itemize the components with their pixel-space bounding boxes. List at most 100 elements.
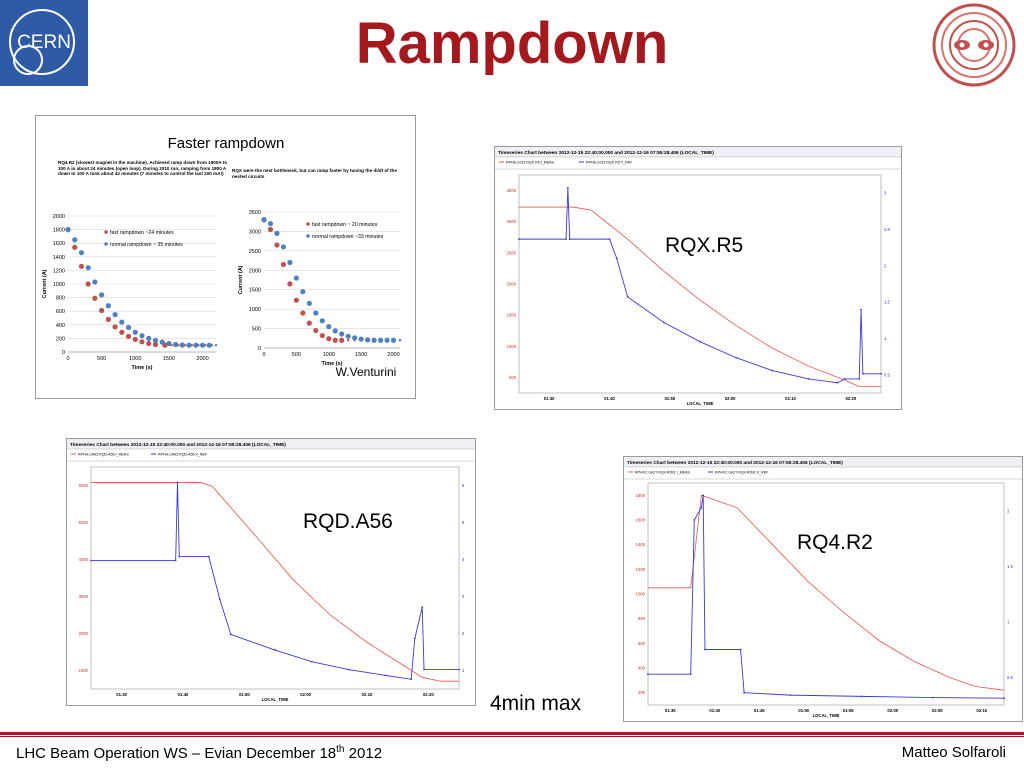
- ts1-ytick-right-3: 2: [884, 263, 887, 268]
- sub0-s0-point-12: [146, 340, 152, 347]
- ts2-ytick-right-2: 3: [462, 594, 465, 599]
- ts2-blue-point-3: [178, 555, 181, 558]
- ts2-blue-point-9: [347, 668, 350, 671]
- sub1-s1-point-2: [274, 230, 280, 236]
- ts1-header-bg: [495, 147, 901, 157]
- rqd-label: RQD.A56: [303, 510, 393, 533]
- sub0-s1-point-3: [85, 265, 91, 271]
- rq4-timeseries-chart: Timeseries Chart between 2012-12-15 22:4…: [624, 457, 1022, 718]
- sub1-s1-point-18: [377, 337, 384, 343]
- ts2-blue-point-13: [421, 606, 424, 609]
- ts1-xtick-4: 02:10: [785, 396, 796, 401]
- ts3-blue-point-4: [702, 494, 705, 497]
- ts2-blue-point-14: [423, 668, 425, 671]
- ts2-xlabel: LOCAL_TIME: [262, 697, 289, 702]
- ts1-blue-point-8: [699, 340, 701, 343]
- sub1-s1-point-12: [339, 331, 345, 337]
- ts2-blue-point-0: [90, 559, 92, 562]
- note-label: 4min max: [490, 692, 582, 715]
- sub0-s1-point-0: [65, 227, 71, 233]
- rqx-label: RQX.R5: [665, 234, 744, 257]
- ts3-xtick-4: 01:55: [843, 708, 854, 713]
- ts3-xtick-2: 01:45: [754, 708, 765, 713]
- sub1-s1-point-14: [352, 335, 358, 341]
- ts1-blue-point-3: [568, 238, 571, 241]
- ts3-blue-trace: [648, 495, 1005, 699]
- ts3-ytick-left-3: 800: [638, 616, 646, 621]
- ts1-blue-point-10: [771, 369, 774, 372]
- ts2-blue-point-4: [207, 555, 210, 558]
- sub1-s0-point-5: [293, 297, 299, 303]
- sub1-s0-point-11: [332, 337, 338, 343]
- lhc-logo-graphic: [932, 3, 1016, 87]
- ts2-ytick-right-5: 6: [462, 483, 465, 488]
- sub1-s1-point-16: [365, 337, 371, 343]
- sub0-s1-point-4: [92, 279, 98, 285]
- sub0-ytick-1: 200: [56, 336, 65, 342]
- ts2-ytick-left-4: 5000: [79, 520, 89, 525]
- sub1-s1-point-8: [313, 310, 319, 316]
- sub0-ylabel: Current (A): [42, 269, 48, 298]
- slide-title: Rampdown: [355, 11, 669, 76]
- sub1-s1-point-10: [326, 324, 332, 330]
- sub0-s0-point-2: [78, 263, 85, 269]
- ts3-ytick-left-8: 1800: [636, 493, 646, 498]
- ts3-blue-point-10: [931, 696, 934, 699]
- ts2-blue-point-10: [384, 674, 387, 677]
- chart1-subchart-right: 0 500 1000 1500 2000 2500 3000 3500 0 500 1000 1500…: [238, 210, 402, 367]
- ts1-xtick-5: 02:20: [845, 396, 856, 401]
- ts2-blue-point-8: [310, 660, 313, 663]
- sub0-s0-point-13: [152, 341, 159, 348]
- ts2-red-trace: [91, 482, 459, 682]
- sub1-s0-point-4: [287, 281, 293, 287]
- sub1-ytick-3: 1500: [249, 288, 261, 294]
- ts2-blue-point-7: [274, 649, 276, 651]
- sub0-s0-point-4: [92, 295, 98, 301]
- sub0-s0-point-5: [99, 307, 105, 314]
- ts1-blue-point-0: [518, 238, 520, 241]
- chart1-note-left: RQ4.R2 (slowest magnet in the machine). …: [58, 160, 228, 177]
- footer-left-end: 2012: [344, 745, 383, 762]
- ts2-header-bg: [67, 439, 475, 449]
- ts3-blue-point-9: [860, 695, 863, 698]
- sub1-s1-point-6: [300, 289, 306, 295]
- sub1-s0-point-7: [306, 320, 312, 326]
- ts2-blue-point-1: [174, 559, 177, 562]
- sub1-s1-point-20: [390, 337, 397, 343]
- sub1-s1-point-19: [384, 337, 390, 343]
- sub0-s1-point-18: [186, 342, 192, 348]
- ts1-blue-point-12: [836, 381, 839, 384]
- ts2-ytick-right-1: 2: [462, 631, 465, 636]
- ts2-xtick-3: 02:00: [300, 692, 311, 697]
- ts1-xlabel: LOCAL_TIME: [687, 401, 714, 406]
- sub0-s1-point-21: [206, 342, 212, 348]
- ts3-blue-point-0: [647, 673, 649, 676]
- ts2-ytick-left-0: 1000: [79, 668, 89, 673]
- sub1-s0-point-12: [339, 337, 345, 343]
- sub0-ytick-8: 1600: [53, 241, 65, 247]
- ts3-plot-area: [647, 482, 1005, 706]
- ts3-ytick-left-2: 600: [638, 641, 646, 646]
- sub1-s1-tail: [398, 339, 402, 342]
- ts2-ytick-left-5: 6000: [79, 483, 89, 488]
- ts3-ytick-left-4: 1000: [636, 592, 646, 597]
- ts2-xtick-5: 02:20: [423, 692, 434, 697]
- sub0-ytick-0: 0: [62, 350, 65, 356]
- ts3-ytick-left-1: 400: [638, 666, 646, 671]
- ts2-ytick-left-3: 4000: [79, 557, 89, 562]
- ts1-blue-point-9: [735, 356, 738, 359]
- ts1-blue-point-1: [565, 238, 567, 241]
- ts1-blue-point-6: [626, 295, 629, 298]
- ts3-blue-point-2: [693, 519, 696, 521]
- ts3-ytick-right-3: 2: [1007, 508, 1010, 513]
- ts1-blue-point-11: [807, 377, 810, 380]
- ts2-ytick-right-3: 4: [462, 557, 465, 562]
- sub0-s1-point-1: [72, 237, 78, 243]
- sub1-s1-point-4: [287, 259, 293, 266]
- ts2-ytick-left-2: 3000: [79, 594, 89, 599]
- ts1-blue-point-7: [662, 321, 665, 324]
- ts1-xtick-1: 01:40: [604, 396, 615, 401]
- sub0-xtick-4: 2000: [196, 356, 208, 362]
- sub1-ytick-2: 1000: [249, 307, 261, 313]
- ts3-xtick-6: 02:05: [932, 708, 943, 713]
